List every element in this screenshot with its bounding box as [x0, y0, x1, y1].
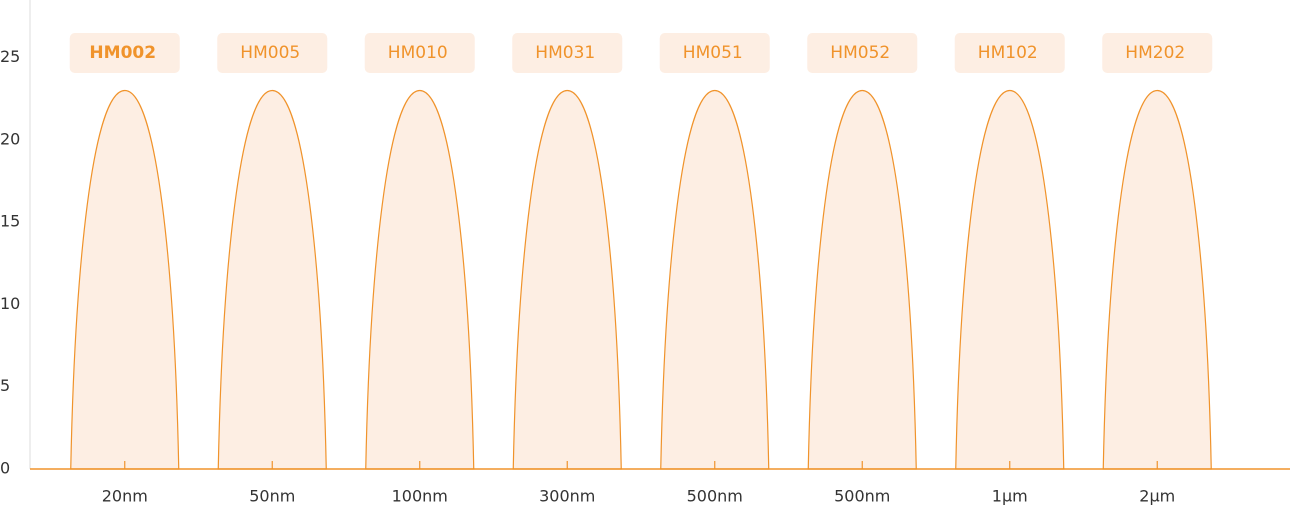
product-label[interactable]: HM202: [1125, 43, 1185, 63]
bell: [512, 89, 622, 470]
x-tick-label: 300nm: [539, 487, 595, 506]
x-tick-label: 500nm: [687, 487, 743, 506]
x-tick-label: 100nm: [392, 487, 448, 506]
x-tick-label: 500nm: [834, 487, 890, 506]
bell: [1102, 89, 1212, 470]
label-badge[interactable]: [659, 33, 770, 73]
label-badge[interactable]: [807, 33, 918, 73]
bell: [217, 89, 327, 470]
x-tick-label: 1μm: [992, 487, 1028, 506]
product-label[interactable]: HM010: [388, 43, 448, 63]
label-badge[interactable]: [69, 33, 180, 73]
product-label[interactable]: HM005: [240, 43, 300, 63]
y-tick-label: 15: [0, 212, 20, 231]
bell: [365, 89, 475, 470]
y-tick-label: 25: [0, 47, 20, 66]
y-tick-label: 10: [0, 294, 20, 313]
x-tick-label: 20nm: [102, 487, 148, 506]
y-tick-label: 0: [0, 459, 10, 478]
y-tick-label: 5: [0, 376, 10, 395]
bell: [70, 89, 180, 470]
y-tick-label: 20: [0, 129, 20, 148]
bell: [807, 89, 917, 470]
x-tick-label: 50nm: [249, 487, 295, 506]
label-badge[interactable]: [954, 33, 1065, 73]
product-label[interactable]: HM002: [89, 43, 156, 63]
label-badge[interactable]: [217, 33, 328, 73]
x-tick-label: 2μm: [1139, 487, 1175, 506]
product-label[interactable]: HM102: [978, 43, 1038, 63]
product-label[interactable]: HM052: [830, 43, 890, 63]
product-label[interactable]: HM051: [683, 43, 743, 63]
product-label[interactable]: HM031: [535, 43, 595, 63]
label-badge[interactable]: [1102, 33, 1213, 73]
label-badge[interactable]: [364, 33, 475, 73]
bell: [955, 89, 1065, 470]
bell: [660, 89, 770, 470]
label-badge[interactable]: [512, 33, 623, 73]
